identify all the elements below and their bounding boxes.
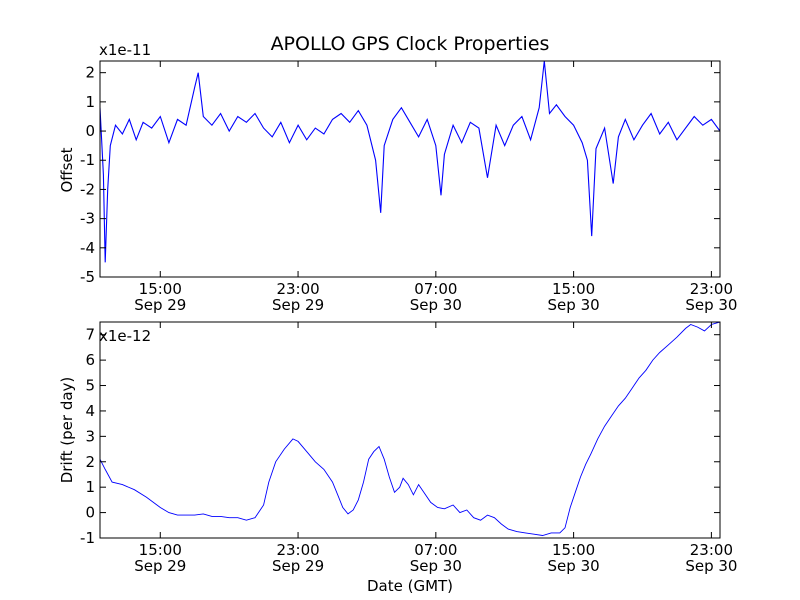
offset-xtick-time-label: 23:00 bbox=[276, 280, 319, 298]
drift-xtick-time-label: 23:00 bbox=[690, 541, 733, 559]
offset-ytick-label: -1 bbox=[80, 151, 95, 169]
offset-xtick-time-label: 23:00 bbox=[690, 280, 733, 298]
drift-ytick-label: 0 bbox=[85, 504, 95, 522]
x-axis-label: Date (GMT) bbox=[367, 577, 453, 595]
offset-series-line bbox=[100, 61, 720, 263]
drift-ytick-label: 6 bbox=[85, 351, 95, 369]
drift-y-axis-label: Drift (per day) bbox=[58, 377, 76, 484]
drift-xtick-date-label: Sep 30 bbox=[410, 557, 462, 575]
drift-panel: x1e-12 Drift (per day) Date (GMT) 7 6 5 4 3 2… bbox=[58, 321, 737, 595]
drift-axes-frame bbox=[99, 321, 721, 539]
drift-ytick-label: 2 bbox=[85, 453, 95, 471]
drift-ytick-label: 7 bbox=[85, 326, 95, 344]
drift-scale-label: x1e-12 bbox=[99, 327, 151, 345]
drift-xtick-date-label: Sep 29 bbox=[134, 557, 186, 575]
drift-xtick-date-label: Sep 30 bbox=[548, 557, 600, 575]
drift-xtick-time-label: 07:00 bbox=[414, 541, 457, 559]
offset-xtick-time-label: 15:00 bbox=[552, 280, 595, 298]
offset-xtick-date-label: Sep 30 bbox=[548, 296, 600, 314]
drift-xtick-date-label: Sep 30 bbox=[685, 557, 737, 575]
offset-ytick-label: 1 bbox=[85, 93, 95, 111]
offset-ytick-label: -2 bbox=[80, 180, 95, 198]
offset-y-axis-label: Offset bbox=[58, 147, 76, 192]
offset-xtick-date-label: Sep 30 bbox=[410, 296, 462, 314]
drift-ytick-label: 1 bbox=[85, 478, 95, 496]
chart-title: APOLLO GPS Clock Properties bbox=[271, 33, 550, 55]
drift-series-line bbox=[100, 322, 720, 536]
offset-ytick-label: -5 bbox=[80, 268, 95, 286]
drift-ytick-label: 3 bbox=[85, 427, 95, 445]
offset-axes-frame bbox=[99, 60, 721, 278]
offset-scale-label: x1e-11 bbox=[99, 41, 151, 59]
offset-xtick-time-label: 15:00 bbox=[139, 280, 182, 298]
drift-ytick-label: 5 bbox=[85, 377, 95, 395]
drift-xtick-date-label: Sep 29 bbox=[272, 557, 324, 575]
offset-xtick-time-label: 07:00 bbox=[414, 280, 457, 298]
drift-xtick-time-label: 15:00 bbox=[552, 541, 595, 559]
offset-ytick-label: 0 bbox=[85, 122, 95, 140]
drift-ytick-label: -1 bbox=[80, 529, 95, 547]
offset-ytick-label: -4 bbox=[80, 239, 95, 257]
drift-xtick-time-label: 23:00 bbox=[276, 541, 319, 559]
offset-xtick-date-label: Sep 29 bbox=[272, 296, 324, 314]
offset-xtick-date-label: Sep 29 bbox=[134, 296, 186, 314]
drift-xtick-time-label: 15:00 bbox=[139, 541, 182, 559]
drift-ytick-label: 4 bbox=[85, 402, 95, 420]
offset-ytick-label: 2 bbox=[85, 64, 95, 82]
offset-ytick-label: -3 bbox=[80, 210, 95, 228]
offset-xtick-date-label: Sep 30 bbox=[685, 296, 737, 314]
